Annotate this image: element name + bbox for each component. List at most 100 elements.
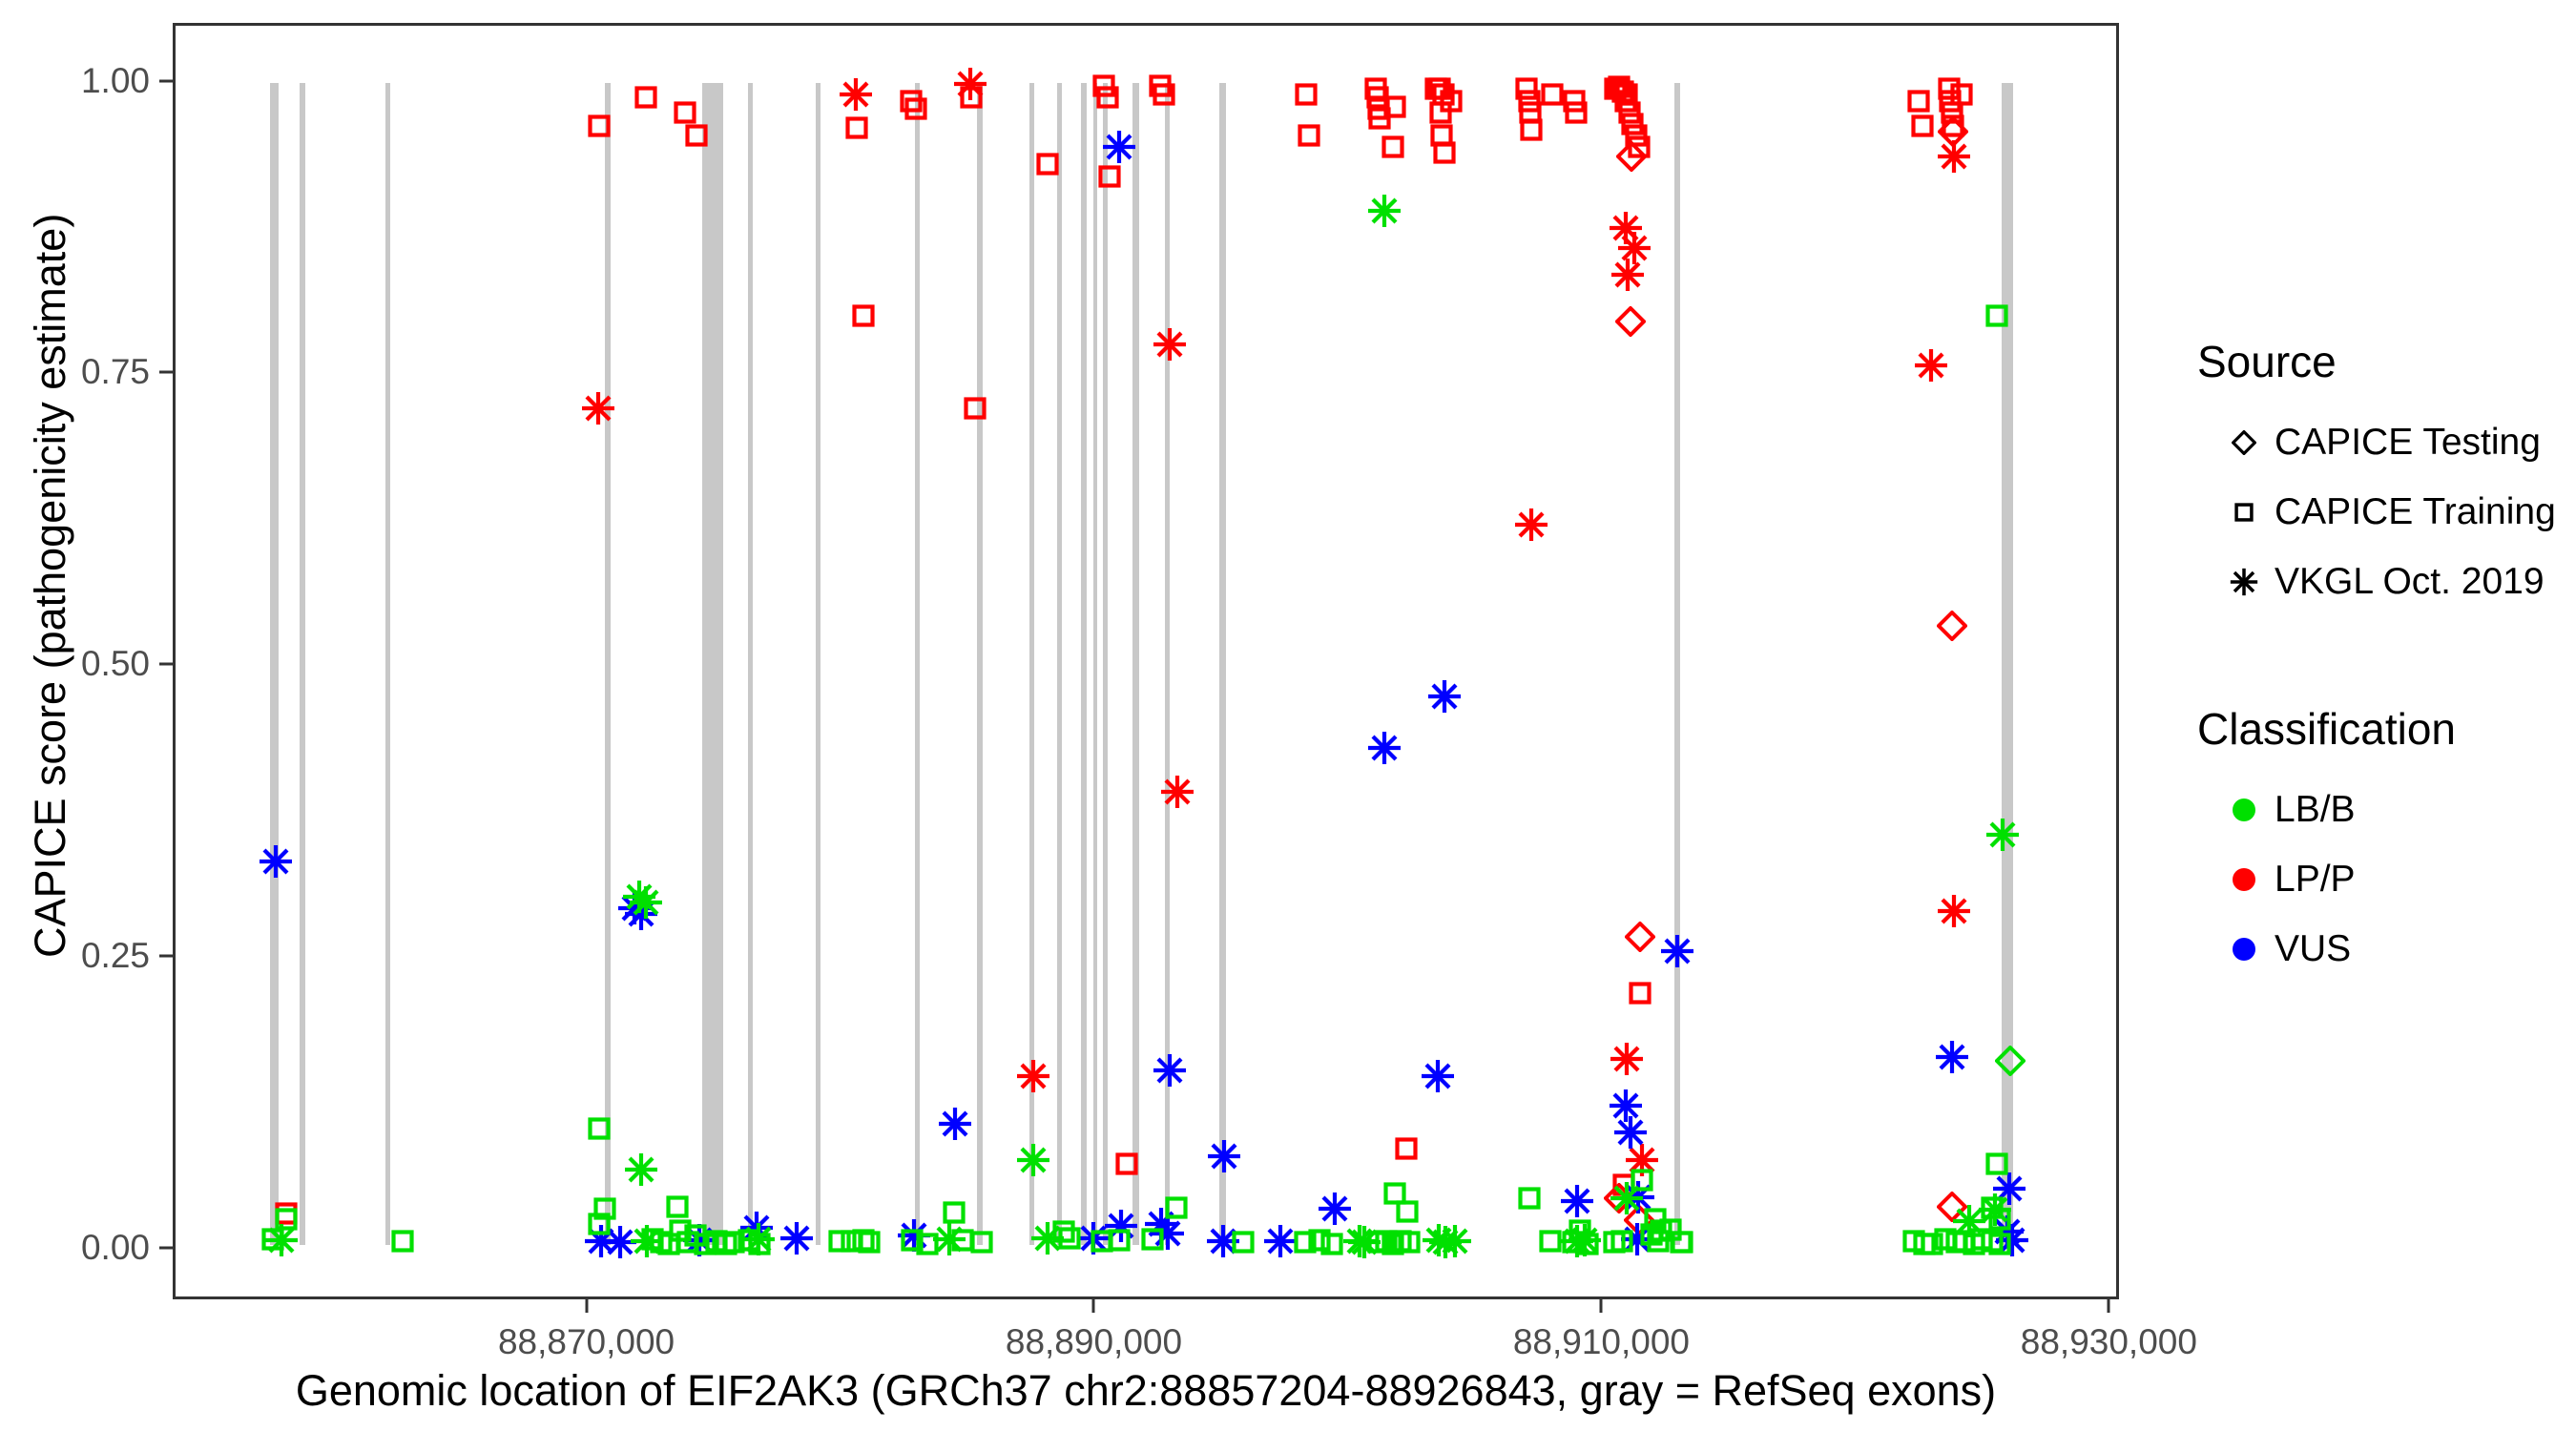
- data-point: [588, 1213, 611, 1235]
- data-point: [1298, 124, 1320, 147]
- refseq-exon-bar: [1080, 83, 1087, 1245]
- dot-icon: [2213, 798, 2275, 821]
- data-point: [779, 1221, 814, 1255]
- data-point: [1141, 1228, 1164, 1251]
- y-tick-mark: [159, 662, 173, 666]
- data-point: [1935, 1040, 1969, 1074]
- data-point: [685, 124, 708, 147]
- data-point: [1671, 1231, 1693, 1254]
- data-point: [624, 1152, 658, 1187]
- data-point: [581, 391, 615, 425]
- legend-item-capice-training: CAPICE Training: [2213, 482, 2556, 543]
- data-point: [1610, 1181, 1644, 1215]
- data-point: [1098, 165, 1121, 188]
- data-point: [1165, 1196, 1188, 1219]
- data-point: [1988, 1233, 2011, 1255]
- data-point: [845, 116, 868, 139]
- y-tick-label: 1.00: [80, 60, 150, 100]
- data-point: [1263, 1224, 1298, 1258]
- x-tick-label: 88,930,000: [2020, 1322, 2197, 1361]
- data-point: [1207, 1139, 1241, 1173]
- data-point: [588, 1117, 611, 1140]
- data-point: [1367, 731, 1402, 765]
- refseq-exon-bar: [747, 83, 754, 1245]
- legend-source-title: Source: [2197, 337, 2337, 386]
- data-point: [1318, 1192, 1352, 1226]
- refseq-exon-bar: [976, 83, 983, 1245]
- legend-item-label: LB/B: [2275, 789, 2356, 830]
- data-point: [1383, 95, 1406, 118]
- data-point: [1560, 1184, 1594, 1218]
- data-point: [1438, 1224, 1472, 1258]
- data-point: [1153, 83, 1175, 106]
- data-point: [1036, 153, 1059, 176]
- data-point: [264, 1223, 299, 1257]
- x-tick-mark: [1599, 1299, 1603, 1313]
- y-tick-mark: [159, 79, 173, 83]
- y-tick-label: 0.50: [80, 644, 150, 684]
- refseq-exon-bar: [1673, 83, 1680, 1245]
- refseq-exon-bar: [1056, 83, 1062, 1245]
- data-point: [1096, 86, 1119, 109]
- refseq-exon-bar: [702, 83, 723, 1245]
- data-point: [1629, 982, 1652, 1005]
- data-point: [1937, 894, 1971, 928]
- data-point: [674, 101, 696, 124]
- data-point: [839, 77, 873, 112]
- data-point: [852, 304, 875, 327]
- x-tick-mark: [1091, 1299, 1095, 1313]
- legend-item-label: VUS: [2275, 928, 2352, 969]
- legend-item-label: LP/P: [2275, 859, 2356, 900]
- data-point: [1115, 1152, 1138, 1175]
- data-point: [858, 1231, 881, 1254]
- data-point: [1347, 1225, 1381, 1259]
- legend-item-label: VKGL Oct. 2019: [2275, 561, 2545, 602]
- y-tick-label: 0.25: [80, 935, 150, 975]
- data-point: [1985, 1152, 2008, 1175]
- legend-item-lb-b: LB/B: [2213, 779, 2356, 840]
- data-point: [932, 1222, 966, 1256]
- data-point: [1625, 922, 1655, 952]
- data-point: [1108, 1229, 1131, 1252]
- data-point: [1102, 130, 1136, 164]
- data-point: [1396, 1200, 1419, 1223]
- data-point: [1985, 818, 2020, 852]
- data-point: [1016, 1143, 1050, 1177]
- legend-classification-title: Classification: [2197, 704, 2456, 754]
- y-tick-mark: [159, 954, 173, 958]
- x-axis-title: Genomic location of EIF2AK3 (GRCh37 chr2…: [295, 1366, 1997, 1415]
- data-point: [741, 1222, 776, 1256]
- asterisk-icon: [2213, 568, 2275, 596]
- data-point: [904, 97, 927, 120]
- data-point: [588, 114, 611, 137]
- y-tick-label: 0.00: [80, 1227, 150, 1267]
- data-point: [943, 1201, 966, 1224]
- data-point: [1367, 194, 1402, 228]
- data-point: [1398, 1231, 1421, 1254]
- data-point: [666, 1195, 689, 1218]
- data-point: [1616, 141, 1647, 172]
- data-point: [1615, 306, 1646, 337]
- refseq-exon-bar: [1029, 83, 1035, 1245]
- data-point: [1985, 304, 2008, 327]
- legend-item-label: CAPICE Training: [2275, 491, 2556, 532]
- refseq-exon-bar: [2001, 83, 2014, 1245]
- data-point: [1514, 508, 1548, 542]
- x-tick-label: 88,910,000: [1512, 1322, 1690, 1361]
- data-point: [1610, 1230, 1633, 1253]
- data-point: [634, 86, 657, 109]
- refseq-exon-bar: [1218, 83, 1226, 1245]
- data-point: [964, 397, 987, 420]
- data-point: [391, 1230, 414, 1253]
- data-point: [1610, 258, 1645, 292]
- y-tick-mark: [159, 370, 173, 374]
- legend-item-lp-p: LP/P: [2213, 849, 2356, 910]
- x-tick-label: 88,870,000: [497, 1322, 675, 1361]
- data-point: [1518, 1187, 1541, 1210]
- data-point: [1995, 1046, 2025, 1076]
- data-point: [1978, 1192, 2012, 1227]
- data-point: [1914, 348, 1948, 383]
- data-point: [1660, 934, 1694, 968]
- refseq-exon-bar: [604, 83, 611, 1245]
- legend-item-capice-testing: CAPICE Testing: [2213, 412, 2541, 473]
